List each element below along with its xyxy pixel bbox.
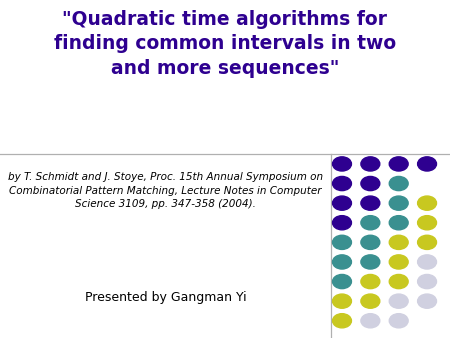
Circle shape bbox=[418, 196, 436, 210]
Circle shape bbox=[361, 274, 380, 289]
Circle shape bbox=[389, 294, 408, 308]
Circle shape bbox=[418, 216, 436, 230]
Circle shape bbox=[418, 157, 436, 171]
Circle shape bbox=[389, 255, 408, 269]
Circle shape bbox=[333, 274, 351, 289]
Circle shape bbox=[361, 216, 380, 230]
Circle shape bbox=[361, 196, 380, 210]
Circle shape bbox=[333, 176, 351, 191]
Circle shape bbox=[418, 235, 436, 249]
Circle shape bbox=[333, 235, 351, 249]
Circle shape bbox=[389, 157, 408, 171]
Circle shape bbox=[389, 274, 408, 289]
Circle shape bbox=[389, 176, 408, 191]
Text: by T. Schmidt and J. Stoye, Proc. 15th Annual Symposium on
Combinatorial Pattern: by T. Schmidt and J. Stoye, Proc. 15th A… bbox=[8, 172, 323, 209]
Circle shape bbox=[389, 235, 408, 249]
Circle shape bbox=[389, 196, 408, 210]
Circle shape bbox=[389, 314, 408, 328]
Circle shape bbox=[333, 294, 351, 308]
Circle shape bbox=[333, 216, 351, 230]
Circle shape bbox=[418, 294, 436, 308]
Circle shape bbox=[418, 255, 436, 269]
Circle shape bbox=[361, 157, 380, 171]
Circle shape bbox=[361, 314, 380, 328]
Circle shape bbox=[389, 216, 408, 230]
Circle shape bbox=[333, 255, 351, 269]
Text: Presented by Gangman Yi: Presented by Gangman Yi bbox=[85, 291, 246, 304]
Circle shape bbox=[361, 294, 380, 308]
Circle shape bbox=[333, 157, 351, 171]
Circle shape bbox=[333, 314, 351, 328]
Text: "Quadratic time algorithms for
finding common intervals in two
and more sequence: "Quadratic time algorithms for finding c… bbox=[54, 10, 396, 78]
Circle shape bbox=[333, 196, 351, 210]
Circle shape bbox=[361, 176, 380, 191]
Circle shape bbox=[361, 255, 380, 269]
Circle shape bbox=[361, 235, 380, 249]
Circle shape bbox=[418, 274, 436, 289]
